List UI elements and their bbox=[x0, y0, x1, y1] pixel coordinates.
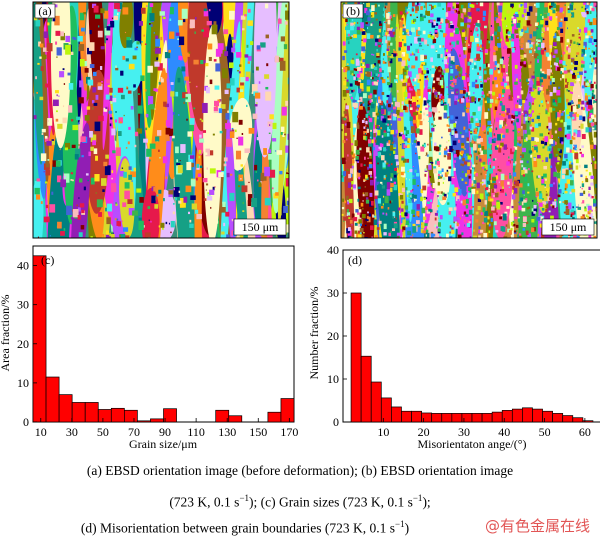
chart-c-bar bbox=[228, 415, 243, 423]
chart-c-bar bbox=[45, 376, 60, 423]
chart-d-ytick-label: 20 bbox=[327, 329, 339, 343]
chart-c-bar bbox=[150, 418, 164, 423]
chart-grain-size: 10 30 50 70 90 110 130 150 170 0 10 20 30 40 (c) Grai… bbox=[0, 245, 298, 451]
caption-text-3a: (d) Misorientation between grain boundar… bbox=[80, 520, 396, 536]
chart-c-ytick-label: 20 bbox=[17, 337, 29, 351]
chart-d-bar bbox=[582, 420, 594, 423]
caption-line-1: (a) EBSD orientation image (before defor… bbox=[0, 461, 600, 481]
chart-c-bar bbox=[71, 402, 86, 423]
chart-d-bar bbox=[350, 292, 362, 423]
chart-d-bar bbox=[421, 412, 433, 423]
caption-line-3: (d) Misorientation between grain boundar… bbox=[0, 514, 545, 539]
chart-d-ytick-label: 30 bbox=[327, 286, 339, 300]
chart-d-ytick-label: 40 bbox=[327, 243, 339, 257]
scalebar-a bbox=[233, 218, 287, 236]
chart-c-xlabel: Grain size/μm bbox=[129, 437, 198, 451]
chart-c-bar bbox=[123, 409, 138, 423]
caption-sup-2b: −1 bbox=[412, 493, 423, 503]
caption-text-1: (a) EBSD orientation image (before defor… bbox=[86, 463, 514, 478]
chart-d-bar bbox=[572, 417, 584, 423]
chart-d-xtick-label: 50 bbox=[539, 425, 551, 439]
chart-d-xtick-label: 20 bbox=[418, 425, 430, 439]
panel-b-label-box bbox=[342, 3, 364, 19]
chart-d-bar bbox=[370, 381, 382, 423]
panel-b-label: (b) bbox=[346, 4, 360, 18]
chart-c-bar bbox=[110, 407, 125, 423]
chart-c-xtick-label: 70 bbox=[128, 425, 140, 439]
panel-a-label: (a) bbox=[38, 4, 51, 18]
chart-c-bar bbox=[267, 411, 282, 423]
caption-sup-3: −1 bbox=[395, 519, 405, 529]
chart-c-bar bbox=[137, 420, 151, 423]
chart-d-xtick-label: 40 bbox=[498, 425, 510, 439]
chart-misorientation: 10 20 30 40 50 60 0 10 20 30 40 (d) Misorientaton … bbox=[307, 243, 600, 451]
chart-d-bar bbox=[501, 410, 513, 423]
chart-c-bar bbox=[163, 408, 177, 423]
caption-text-2c: ); bbox=[422, 494, 431, 510]
chart-d-bar bbox=[522, 407, 533, 423]
chart-d-bar bbox=[532, 408, 543, 423]
chart-c-ytick-label: 0 bbox=[23, 415, 29, 429]
chart-c-ytick-label: 30 bbox=[17, 298, 29, 312]
ebsd-map-a: (a) 150 μm bbox=[32, 1, 290, 239]
caption-text-2a: (723 K, 0.1 s bbox=[169, 494, 240, 510]
chart-d-bar bbox=[481, 413, 493, 423]
chart-d-bar bbox=[360, 355, 372, 423]
chart-c-bar bbox=[84, 402, 99, 423]
chart-c-xtick-label: 90 bbox=[159, 425, 171, 439]
chart-d-bar bbox=[451, 413, 463, 423]
chart-c-label: (c) bbox=[41, 253, 54, 267]
chart-d-bar bbox=[411, 410, 422, 423]
chart-c-ytick-label: 40 bbox=[17, 259, 29, 273]
chart-c-xtick-label: 170 bbox=[280, 425, 298, 439]
caption-line-2: (723 K, 0.1 s−1); (c) Grain sizes (723 K… bbox=[0, 488, 600, 513]
chart-d-bar bbox=[562, 415, 574, 423]
chart-c-xtick-label: 30 bbox=[66, 425, 78, 439]
chart-d-bar bbox=[511, 408, 523, 423]
chart-c-ytick-label: 10 bbox=[17, 376, 29, 390]
chart-d-bar bbox=[552, 413, 564, 423]
chart-d-xlabel: Misorientaton ange/(°) bbox=[417, 437, 526, 451]
chart-c-bar bbox=[58, 394, 73, 423]
chart-d-ylabel: Number fraction/% bbox=[307, 287, 321, 380]
chart-d-frame bbox=[342, 249, 600, 423]
chart-d-bar bbox=[461, 413, 473, 423]
chart-d-bar bbox=[391, 406, 402, 423]
caption-sup-2a: −1 bbox=[239, 493, 250, 503]
chart-c-xtick-label: 130 bbox=[218, 425, 236, 439]
chart-c-xtick-label: 50 bbox=[97, 425, 109, 439]
chart-d-bar bbox=[401, 410, 412, 423]
chart-c-frame bbox=[32, 245, 295, 423]
chart-d-xtick-label: 60 bbox=[579, 425, 591, 439]
chart-c-bar bbox=[215, 409, 230, 423]
chart-c-bar bbox=[280, 398, 295, 423]
chart-d-bar bbox=[380, 397, 392, 423]
chart-d-bar bbox=[471, 413, 483, 423]
chart-c-bar bbox=[97, 409, 112, 423]
chart-d-xtick-label: 10 bbox=[377, 425, 389, 439]
watermark: @有色金属在线 bbox=[484, 517, 590, 535]
chart-d-label: (d) bbox=[348, 253, 362, 267]
chart-d-bar bbox=[431, 413, 443, 423]
caption-text-3b: ) bbox=[404, 520, 410, 536]
chart-c-bar bbox=[32, 255, 47, 423]
chart-c-ylabel: Area fraction/% bbox=[0, 295, 12, 372]
ebsd-map-b: (b) 150 μm bbox=[340, 1, 598, 239]
chart-c-xtick-label: 150 bbox=[249, 425, 267, 439]
chart-d-bar bbox=[441, 413, 453, 423]
scalebar-b-label: 150 μm bbox=[550, 220, 587, 234]
chart-d-bar bbox=[491, 411, 503, 423]
chart-c-xtick-label: 10 bbox=[35, 425, 47, 439]
chart-d-ytick-label: 10 bbox=[327, 372, 339, 386]
chart-c-xtick-label: 110 bbox=[187, 425, 205, 439]
caption-text-2b: ); (c) Grain sizes (723 K, 0.1 s bbox=[249, 494, 413, 510]
scalebar-a-label: 150 μm bbox=[242, 220, 279, 234]
chart-d-bar bbox=[542, 410, 553, 423]
chart-d-xtick-label: 30 bbox=[458, 425, 470, 439]
panel-a-label-box bbox=[34, 3, 56, 19]
chart-d-ytick-label: 0 bbox=[333, 415, 339, 429]
scalebar-b bbox=[541, 218, 595, 236]
